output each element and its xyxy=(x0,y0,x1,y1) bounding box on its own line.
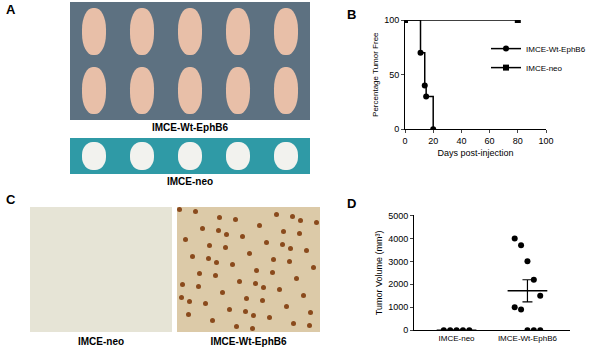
svg-text:0: 0 xyxy=(403,325,408,335)
svg-text:B: B xyxy=(347,7,356,22)
svg-text:0: 0 xyxy=(402,136,407,146)
svg-text:20: 20 xyxy=(428,136,438,146)
svg-text:4000: 4000 xyxy=(388,234,408,244)
html-text:IMCE-Wt-EphB6: IMCE-Wt-EphB6 xyxy=(210,336,287,347)
svg-text:D: D xyxy=(347,196,356,211)
svg-text:IMCE-neo: IMCE-neo xyxy=(439,334,476,343)
html-text:IMCE-Wt-EphB6: IMCE-Wt-EphB6 xyxy=(151,122,228,133)
html-text:A: A xyxy=(6,2,16,17)
html-text:IMCE-neo: IMCE-neo xyxy=(166,176,213,187)
svg-text:Percentage Tumor Free: Percentage Tumor Free xyxy=(371,32,380,117)
svg-text:50: 50 xyxy=(389,70,399,80)
svg-text:IMCE-Wt-EphB6: IMCE-Wt-EphB6 xyxy=(526,45,586,54)
svg-text:40: 40 xyxy=(456,136,466,146)
svg-text:0: 0 xyxy=(394,124,399,134)
svg-text:80: 80 xyxy=(513,136,523,146)
svg-text:60: 60 xyxy=(485,136,495,146)
svg-text:100: 100 xyxy=(384,15,399,25)
html-text:IMCE-neo: IMCE-neo xyxy=(77,336,124,347)
svg-text:100: 100 xyxy=(538,136,553,146)
svg-text:IMCE-neo: IMCE-neo xyxy=(526,64,563,73)
svg-text:IMCE-Wt-EphB6: IMCE-Wt-EphB6 xyxy=(498,334,558,343)
html-text:C: C xyxy=(6,192,16,207)
svg-text:2000: 2000 xyxy=(388,279,408,289)
svg-text:Days post-injection: Days post-injection xyxy=(437,148,513,158)
svg-text:5000: 5000 xyxy=(388,211,408,221)
svg-text:1000: 1000 xyxy=(388,302,408,312)
svg-text:Tumor Volume (mm³): Tumor Volume (mm³) xyxy=(374,230,384,315)
svg-text:3000: 3000 xyxy=(388,257,408,267)
